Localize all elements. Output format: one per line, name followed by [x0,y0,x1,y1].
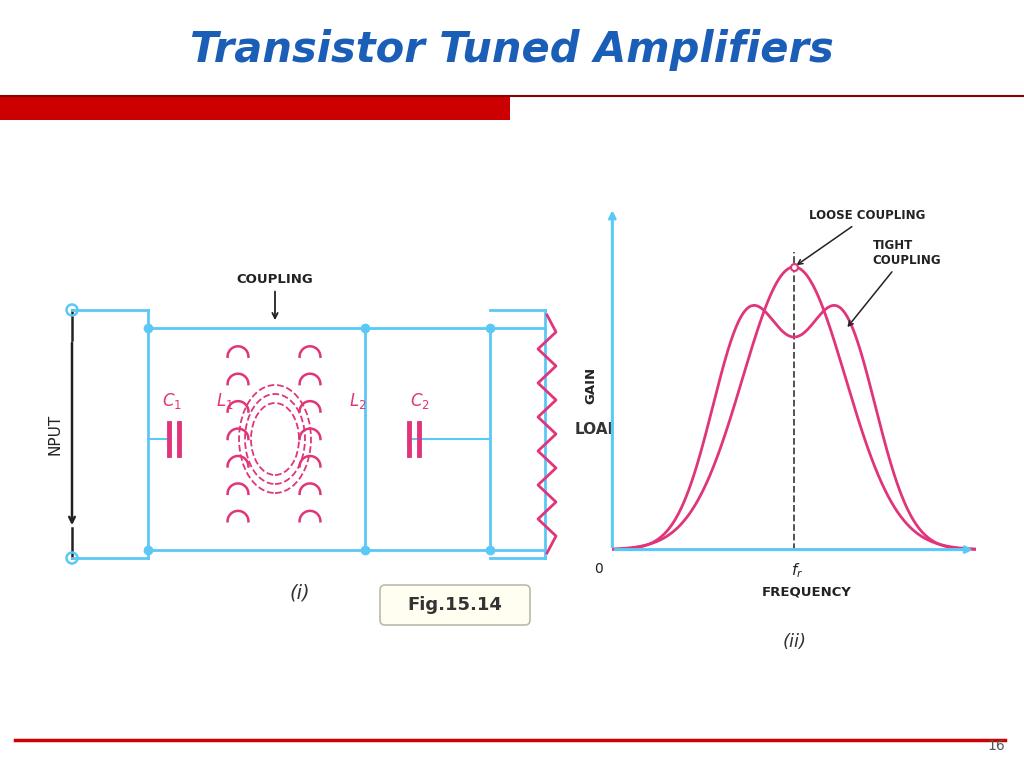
Text: Fig.15.14: Fig.15.14 [408,596,503,614]
Text: 16: 16 [987,739,1005,753]
Text: Transistor Tuned Amplifiers: Transistor Tuned Amplifiers [190,29,834,71]
Text: LOAD: LOAD [575,422,622,436]
FancyBboxPatch shape [380,585,530,625]
Text: $f_r$: $f_r$ [791,561,803,580]
Text: (ii): (ii) [782,633,806,651]
Text: $C_1$: $C_1$ [162,391,182,411]
Text: $C_2$: $C_2$ [410,391,430,411]
Text: 0: 0 [595,561,603,575]
Text: $L_2$: $L_2$ [349,391,367,411]
Text: FREQUENCY: FREQUENCY [761,585,851,598]
Text: LOOSE COUPLING: LOOSE COUPLING [798,209,926,264]
Text: NPUT: NPUT [47,413,62,455]
Text: GAIN: GAIN [585,367,598,405]
Text: COUPLING: COUPLING [237,273,313,318]
Text: TIGHT
COUPLING: TIGHT COUPLING [849,239,941,326]
Text: (i): (i) [290,584,310,603]
Text: $L_1$: $L_1$ [216,391,233,411]
Bar [0,96,510,120]
